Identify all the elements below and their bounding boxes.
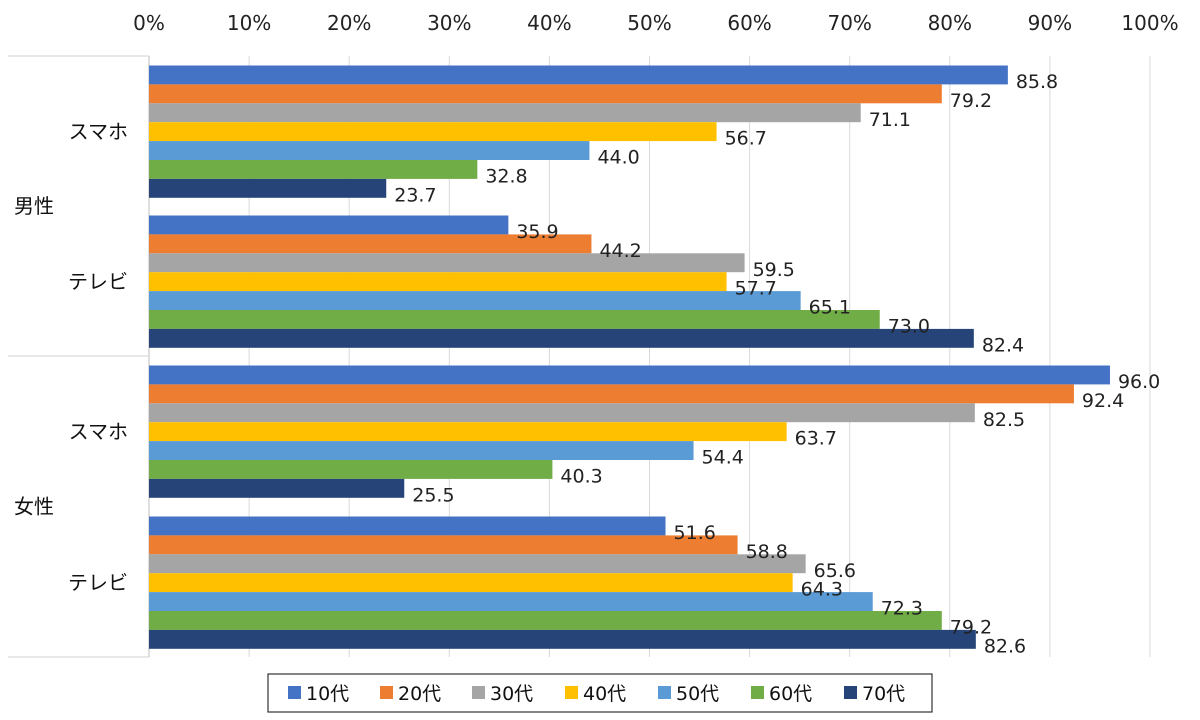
data-label: 92.4 [1082, 390, 1124, 412]
bar [149, 141, 590, 160]
data-label: 71.1 [869, 109, 911, 131]
group-label: 女性 [14, 495, 54, 519]
legend-label: 20代 [398, 683, 441, 705]
legend: 10代 20代 30代 40代 50代 60代 70代 [267, 673, 933, 713]
bar [149, 272, 727, 292]
bar [149, 629, 976, 649]
bar [149, 328, 974, 348]
legend-swatch [565, 686, 578, 699]
data-label: 85.8 [1016, 71, 1058, 93]
legend-label: 70代 [862, 683, 905, 705]
data-label: 79.2 [950, 616, 992, 638]
x-tick-labels: 0% 10% 20% 30% 40% 50% 60% 70% 80% 90% 100% [133, 11, 1178, 35]
x-tick-label: 40% [527, 11, 571, 35]
data-label: 82.4 [982, 334, 1024, 356]
legend-label: 40代 [583, 683, 626, 705]
data-label: 35.9 [516, 221, 558, 243]
category-label: スマホ [69, 420, 128, 444]
bar [149, 573, 793, 593]
bar [149, 384, 1074, 404]
data-labels: 85.8 79.2 71.1 56.7 44.0 32.8 23.7 35.9 44.2 59.5… [394, 71, 1160, 657]
bar [149, 592, 873, 611]
data-label: 96.0 [1118, 371, 1160, 393]
bar [149, 178, 387, 198]
bar [149, 365, 1110, 385]
x-tick-label: 50% [627, 11, 671, 35]
bar [149, 516, 666, 536]
legend-label: 60代 [769, 683, 812, 705]
data-label: 72.3 [881, 598, 923, 620]
bar [149, 441, 694, 460]
bar [149, 611, 942, 630]
bar [149, 122, 717, 142]
legend-swatch [380, 686, 393, 699]
bar [149, 460, 553, 479]
x-tick-label: 70% [827, 11, 871, 35]
data-label: 63.7 [795, 428, 837, 450]
bar [149, 234, 592, 254]
legend-label: 30代 [490, 683, 533, 705]
category-label: スマホ [69, 120, 128, 144]
bar [149, 291, 801, 310]
legend-swatch [288, 686, 301, 699]
legend-label: 10代 [306, 683, 349, 705]
legend-swatch [844, 686, 857, 699]
data-label: 65.1 [809, 297, 851, 319]
data-label: 23.7 [394, 184, 436, 206]
data-label: 25.5 [412, 484, 454, 506]
bar [149, 103, 861, 123]
data-label: 44.0 [597, 147, 639, 169]
category-label: テレビ [68, 571, 128, 595]
legend-swatch [751, 686, 764, 699]
data-label: 57.7 [735, 278, 777, 300]
x-tick-label: 30% [427, 11, 471, 35]
data-label: 73.0 [888, 315, 930, 337]
data-label: 51.6 [674, 522, 716, 544]
bar [149, 535, 738, 555]
data-label: 82.6 [984, 635, 1026, 657]
data-label: 64.3 [801, 579, 843, 601]
bar [149, 403, 975, 423]
bar [149, 554, 806, 574]
bar [149, 65, 1008, 85]
data-label: 54.4 [702, 447, 744, 469]
data-label: 44.2 [599, 240, 641, 262]
bar [149, 160, 478, 179]
bar [149, 84, 942, 104]
bar [149, 310, 880, 329]
x-tick-label: 100% [1121, 11, 1178, 35]
bar [149, 215, 509, 235]
x-tick-label: 0% [133, 11, 165, 35]
x-tick-label: 60% [727, 11, 771, 35]
bar [149, 253, 745, 273]
bar [149, 422, 787, 442]
legend-label: 50代 [676, 683, 719, 705]
category-label: テレビ [68, 270, 128, 294]
legend-swatch [472, 686, 485, 699]
data-label: 40.3 [560, 465, 602, 487]
data-label: 79.2 [950, 90, 992, 112]
group-label: 男性 [14, 194, 54, 218]
data-label: 56.7 [725, 128, 767, 150]
legend-swatch [658, 686, 671, 699]
legend-box [267, 673, 933, 713]
data-label: 58.8 [746, 541, 788, 563]
data-label: 32.8 [485, 165, 527, 187]
bar [149, 478, 405, 498]
bars [149, 65, 1110, 649]
data-label: 59.5 [753, 259, 795, 281]
data-label: 65.6 [814, 560, 856, 582]
x-tick-label: 20% [327, 11, 371, 35]
data-label: 82.5 [983, 409, 1025, 431]
axis-lines [8, 55, 150, 658]
x-tick-label: 90% [1028, 11, 1072, 35]
x-tick-label: 80% [928, 11, 972, 35]
x-tick-label: 10% [227, 11, 271, 35]
